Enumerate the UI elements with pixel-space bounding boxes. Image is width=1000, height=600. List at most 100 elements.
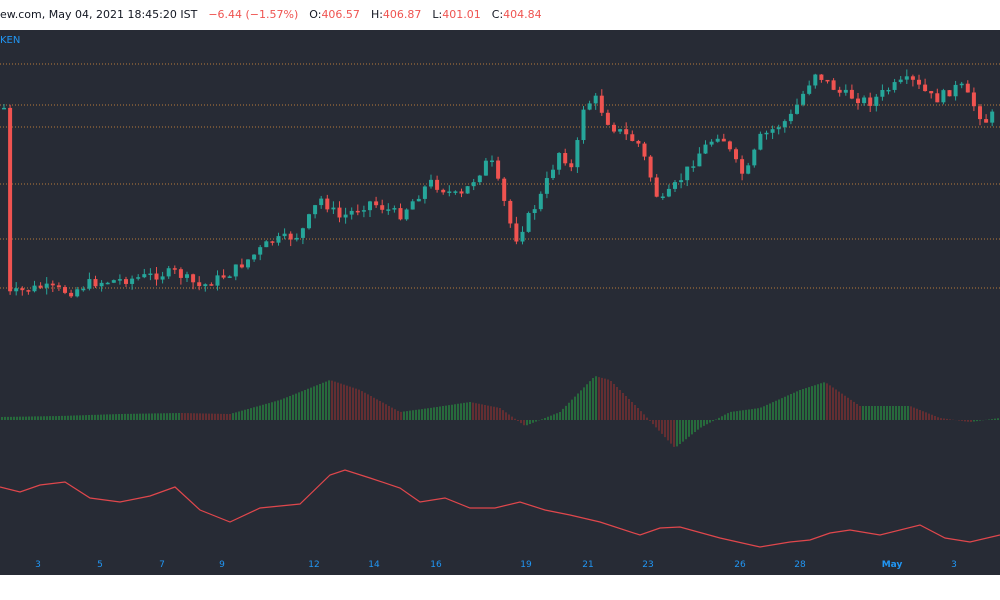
- candle-body: [465, 186, 470, 194]
- candle-body: [544, 178, 549, 194]
- candle-body: [398, 208, 403, 220]
- indicator-label: KEN: [0, 35, 21, 46]
- candle-body: [563, 153, 568, 164]
- candle-body: [581, 109, 586, 141]
- x-tick-label: 14: [368, 560, 380, 570]
- candle-body: [819, 74, 824, 80]
- candle-body: [490, 160, 494, 163]
- candle-body: [740, 159, 745, 174]
- candle-body: [459, 191, 464, 194]
- candle-body: [32, 285, 37, 292]
- candle-body: [715, 138, 720, 142]
- candle-body: [624, 129, 629, 135]
- candle-body: [410, 201, 415, 210]
- candle-body: [252, 254, 257, 260]
- candle-body: [380, 205, 385, 210]
- x-tick-label: 9: [219, 560, 225, 570]
- candle-body: [795, 104, 799, 114]
- candle-body: [990, 111, 995, 123]
- candle-body: [435, 179, 440, 190]
- candle-body: [874, 96, 879, 106]
- oscillator-pane: [0, 469, 1000, 548]
- candle-body: [514, 223, 519, 242]
- candle-body: [2, 107, 6, 110]
- candle-body: [618, 129, 623, 132]
- candle-body: [172, 268, 177, 270]
- x-tick-label: 7: [159, 560, 165, 570]
- candle-body: [575, 140, 580, 168]
- candle-body: [99, 282, 104, 287]
- candle-body: [75, 289, 80, 297]
- candle-body: [105, 282, 110, 285]
- candle-body: [313, 205, 318, 215]
- candle-body: [404, 209, 409, 220]
- candle-body: [666, 188, 671, 197]
- candle-body: [477, 175, 482, 183]
- candle-body: [746, 165, 751, 174]
- x-tick-label: 5: [97, 560, 103, 570]
- candle-body: [709, 141, 714, 145]
- candle-body: [355, 210, 360, 213]
- close-label: C:: [491, 8, 504, 21]
- candle-body: [679, 180, 684, 183]
- candle-body: [447, 191, 452, 193]
- candle-body: [868, 97, 873, 106]
- candle-body: [703, 144, 708, 154]
- candle-body: [69, 292, 74, 297]
- x-tick-label: 26: [734, 560, 746, 570]
- candle-body: [246, 259, 250, 268]
- candle-body: [923, 84, 928, 92]
- candle-body: [185, 274, 189, 278]
- candlestick-series: [2, 69, 995, 298]
- candle-body: [984, 119, 989, 123]
- candle-body: [471, 182, 476, 187]
- candle-body: [910, 76, 915, 80]
- candle-body: [496, 160, 501, 179]
- candle-body: [130, 278, 135, 284]
- candle-body: [520, 231, 525, 242]
- candle-body: [654, 177, 659, 197]
- candle-body: [764, 132, 769, 135]
- candle-body: [843, 89, 848, 93]
- oscillator-line: [0, 469, 1000, 548]
- candle-body: [111, 280, 116, 283]
- candle-body: [508, 200, 513, 224]
- candle-body: [770, 129, 775, 133]
- candle-body: [264, 241, 269, 248]
- candle-body: [337, 207, 342, 218]
- candle-body: [788, 113, 793, 122]
- candle-body: [429, 179, 433, 187]
- price-chart-canvas[interactable]: 3 5 7 9 12 14 16 19 21 23 26 28 May 3: [0, 30, 1000, 575]
- candle-body: [227, 276, 232, 278]
- candle-body: [215, 275, 220, 286]
- candle-body: [831, 80, 836, 90]
- candle-body: [612, 124, 616, 132]
- candle-body: [886, 89, 891, 92]
- candle-body: [166, 268, 171, 277]
- ohlc-header: ew.com, May 04, 2021 18:45:20 IST −6.44 …: [0, 0, 1000, 30]
- candle-body: [825, 79, 830, 82]
- candle-body: [44, 283, 49, 288]
- candle-body: [453, 191, 458, 193]
- candle-body: [953, 84, 958, 97]
- candle-body: [26, 290, 31, 292]
- candle-body: [532, 209, 537, 214]
- candle-body: [685, 166, 690, 181]
- candle-body: [361, 210, 366, 212]
- candle-body: [349, 210, 354, 215]
- high-value: 406.87: [382, 8, 422, 21]
- candle-body: [392, 208, 397, 210]
- candle-body: [50, 283, 55, 286]
- low-value: 401.01: [442, 8, 481, 21]
- candle-body: [569, 163, 574, 168]
- candle-body: [849, 89, 854, 99]
- candle-body: [307, 214, 311, 229]
- candle-body: [270, 241, 275, 243]
- candle-body: [325, 198, 330, 210]
- candle-body: [929, 91, 934, 94]
- candle-body: [721, 138, 726, 142]
- candle-body: [87, 279, 92, 289]
- candle-body: [368, 201, 372, 211]
- candle-body: [978, 106, 982, 120]
- candle-body: [154, 273, 159, 280]
